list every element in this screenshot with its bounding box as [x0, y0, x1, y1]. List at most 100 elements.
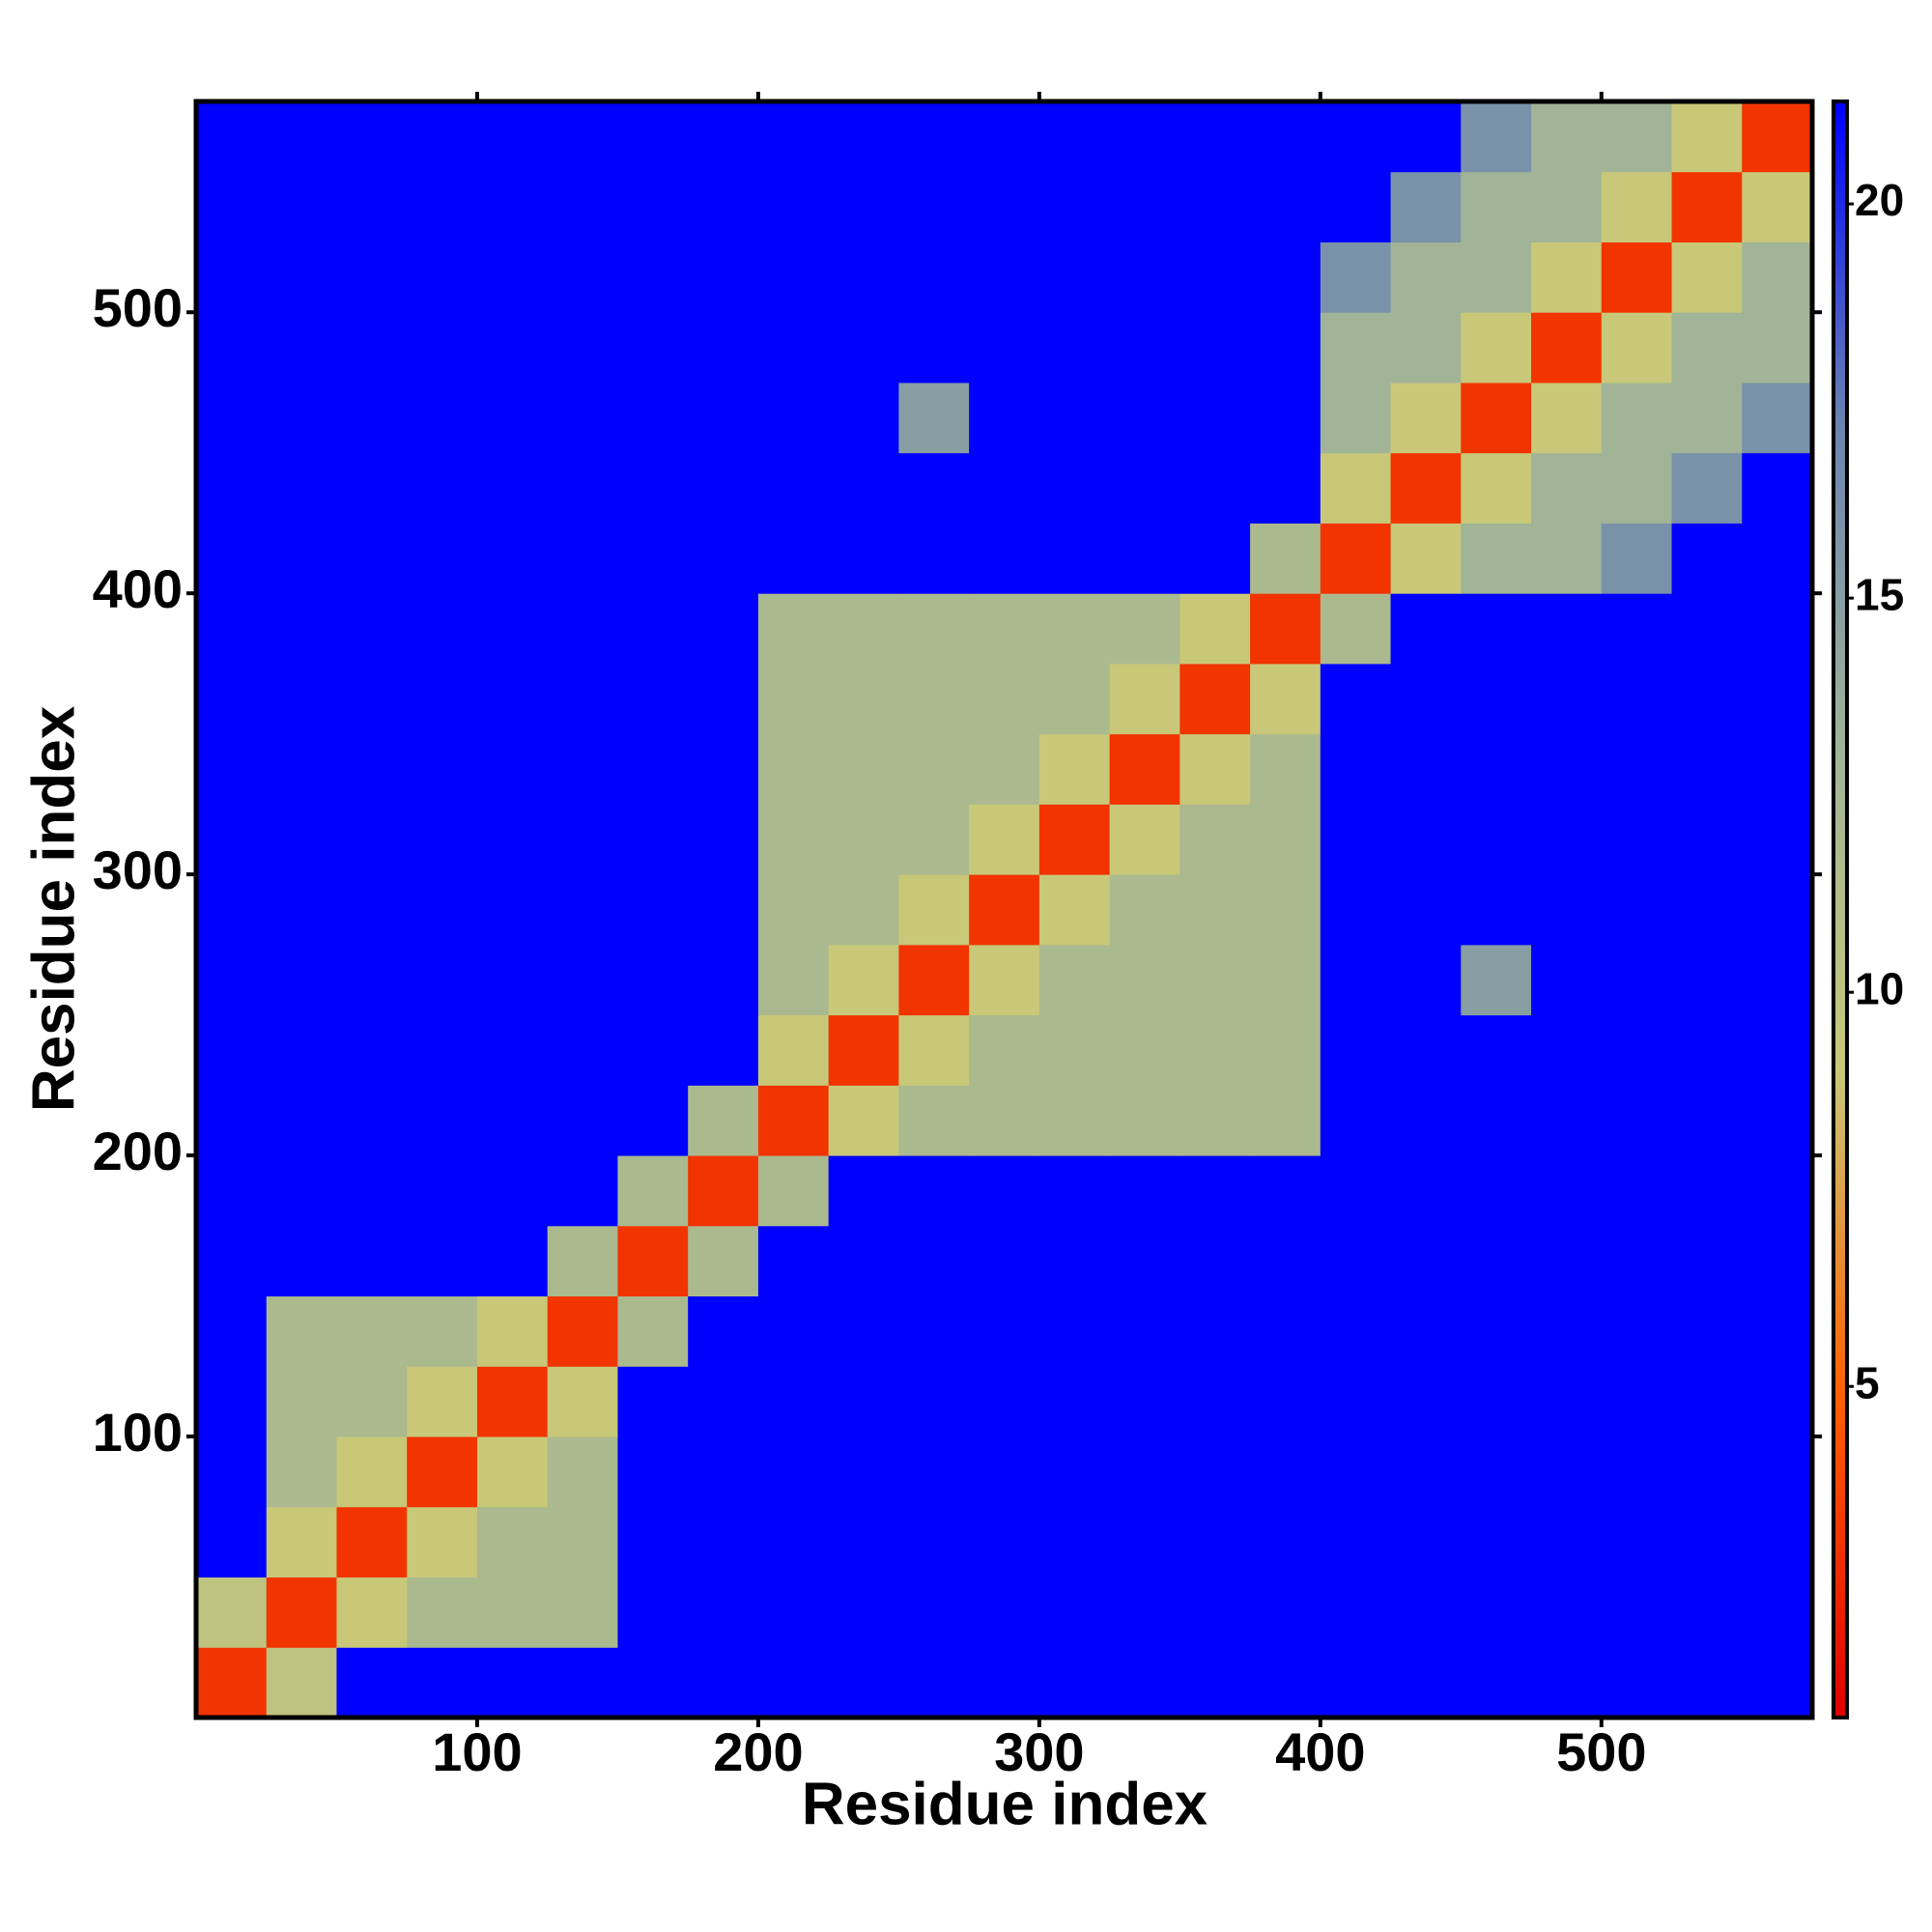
heatmap-cell	[1601, 101, 1673, 173]
heatmap-cell	[1320, 1506, 1392, 1578]
colorbar-tick-label: 15	[1855, 569, 1904, 619]
heatmap-cell	[407, 1577, 478, 1648]
heatmap-cell	[407, 1155, 478, 1227]
heatmap-cell	[1742, 452, 1813, 524]
heatmap-cell	[898, 523, 970, 594]
heatmap-cell	[969, 733, 1040, 805]
heatmap-cell	[617, 733, 689, 805]
heatmap-cell	[617, 1295, 689, 1367]
heatmap-cell	[1461, 1155, 1532, 1227]
heatmap-cell	[898, 101, 970, 173]
heatmap-cell	[1461, 733, 1532, 805]
heatmap-cell	[1671, 171, 1743, 242]
heatmap-cell	[1179, 1295, 1251, 1367]
heatmap-cell	[1671, 312, 1743, 384]
heatmap-cell	[1742, 874, 1813, 946]
heatmap-cell	[1320, 733, 1392, 805]
heatmap-cell	[476, 1155, 549, 1227]
heatmap-cell	[1461, 944, 1532, 1016]
heatmap-cell	[547, 804, 618, 875]
heatmap-cell	[266, 1577, 337, 1648]
heatmap-cell	[547, 593, 618, 665]
y-tick-label: 200	[93, 1121, 183, 1181]
heatmap-cell	[1250, 101, 1321, 173]
heatmap-cell	[266, 804, 337, 875]
heatmap-cell	[1390, 1014, 1462, 1086]
heatmap-cell	[1531, 1225, 1603, 1297]
heatmap-cell	[617, 1225, 689, 1297]
heatmap-cell	[688, 663, 759, 735]
heatmap-cell	[828, 242, 899, 313]
heatmap-cell	[547, 944, 618, 1016]
heatmap-cell	[688, 1295, 759, 1367]
heatmap-cell	[1250, 1155, 1321, 1227]
heatmap-cell	[757, 1014, 830, 1086]
heatmap-cell	[1742, 101, 1813, 173]
heatmap-cell	[1038, 171, 1111, 242]
heatmap-cell	[1671, 1085, 1743, 1156]
heatmap-cell	[336, 874, 408, 946]
heatmap-cell	[1250, 804, 1321, 875]
heatmap-cell	[1461, 1295, 1532, 1367]
heatmap-cell	[196, 1577, 268, 1648]
heatmap-cell	[1250, 1295, 1321, 1367]
heatmap-cell	[266, 1295, 337, 1367]
heatmap-cell	[266, 1014, 337, 1086]
heatmap-cell	[1601, 1155, 1673, 1227]
heatmap-cell	[1461, 101, 1532, 173]
heatmap-cell	[196, 874, 268, 946]
heatmap-cell	[969, 1506, 1040, 1578]
heatmap-cell	[547, 1014, 618, 1086]
heatmap-cell	[617, 523, 689, 594]
heatmap-cell	[688, 101, 759, 173]
heatmap-cell	[757, 593, 830, 665]
heatmap-cell	[547, 1436, 618, 1508]
heatmap-cell	[898, 593, 970, 665]
heatmap-cell	[1390, 1366, 1462, 1437]
heatmap-cell	[196, 663, 268, 735]
heatmap-cell	[688, 1436, 759, 1508]
heatmap-cell	[1390, 1577, 1462, 1648]
heatmap-cell	[969, 1647, 1040, 1719]
heatmap-cell	[898, 1225, 970, 1297]
heatmap-cell	[1601, 663, 1673, 735]
heatmap-cell	[828, 452, 899, 524]
heatmap-cell	[547, 242, 618, 313]
heatmap-cell	[1250, 1225, 1321, 1297]
heatmap-cell	[828, 101, 899, 173]
heatmap-cell	[1320, 1366, 1392, 1437]
heatmap-cell	[1390, 1155, 1462, 1227]
heatmap-cell	[1390, 1506, 1462, 1578]
heatmap-cell	[1531, 804, 1603, 875]
heatmap-cell	[1461, 382, 1532, 454]
heatmap-cell	[1250, 1014, 1321, 1086]
heatmap-cell	[1038, 523, 1111, 594]
heatmap-cell	[1179, 1577, 1251, 1648]
heatmap-cell	[1390, 1085, 1462, 1156]
heatmap-cell	[1461, 1647, 1532, 1719]
heatmap-cell	[1671, 874, 1743, 946]
heatmap-cell	[1390, 312, 1462, 384]
heatmap-cell	[407, 1436, 478, 1508]
heatmap-cell	[1531, 101, 1603, 173]
heatmap-cell	[617, 804, 689, 875]
heatmap-cell	[1320, 1295, 1392, 1367]
heatmap-cell	[196, 523, 268, 594]
heatmap-cell	[1250, 452, 1321, 524]
heatmap-cell	[1461, 1225, 1532, 1297]
heatmap-cell	[1250, 1366, 1321, 1437]
heatmap-cell	[1461, 523, 1532, 594]
heatmap-cell	[688, 1647, 759, 1719]
heatmap-cell	[1601, 1436, 1673, 1508]
heatmap-cell	[1109, 382, 1180, 454]
heatmap-cell	[266, 593, 337, 665]
heatmap-cell	[1038, 663, 1111, 735]
heatmap-cell	[266, 452, 337, 524]
heatmap-cell	[969, 523, 1040, 594]
heatmap-cell	[757, 804, 830, 875]
heatmap-cell	[617, 452, 689, 524]
heatmap-cell	[196, 1366, 268, 1437]
heatmap-cell	[336, 1577, 408, 1648]
heatmap-cell	[1601, 312, 1673, 384]
heatmap-cell	[1742, 733, 1813, 805]
